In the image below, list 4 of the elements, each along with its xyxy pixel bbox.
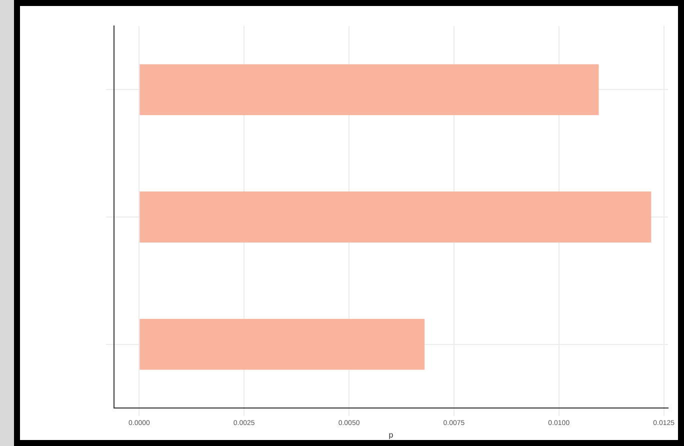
bar xyxy=(140,192,652,242)
bar xyxy=(140,318,425,370)
bar xyxy=(140,64,599,116)
x-axis-title: p xyxy=(388,430,394,440)
